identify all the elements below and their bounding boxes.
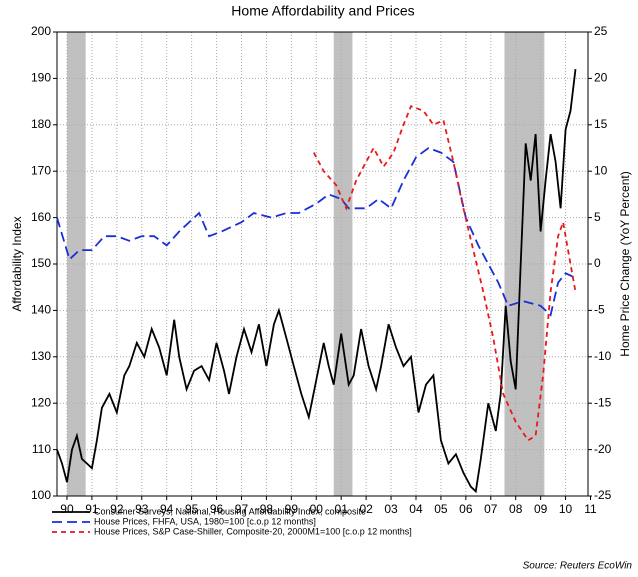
x-tick-label: 97 (235, 502, 249, 516)
x-tick-label: 95 (185, 502, 199, 516)
y-tick-label: 150 (31, 256, 51, 270)
plot-frame (56, 31, 589, 497)
y-tick-label: 170 (31, 163, 51, 177)
y2-tick-label: 0 (594, 256, 601, 270)
y2-tick-label: 20 (594, 71, 608, 85)
legend-label: Consumer Surveys, National, Housing Affo… (94, 506, 366, 516)
y-tick-label: 110 (32, 442, 51, 456)
x-tick-label: 99 (285, 502, 299, 516)
x-tick-label: 02 (359, 502, 373, 516)
x-tick-label: 94 (160, 502, 174, 516)
x-tick-label: 96 (210, 502, 224, 516)
y-tick-label: 130 (31, 349, 51, 363)
series-line (56, 146, 576, 317)
series-line (313, 105, 577, 442)
x-tick-label: 92 (110, 502, 124, 516)
y-tick-label: 140 (31, 303, 51, 317)
y-tick-label: 100 (31, 488, 51, 502)
y2-tick-label: 10 (594, 163, 608, 177)
y2-tick-label: -20 (594, 442, 612, 456)
y2-tick-label: -25 (594, 488, 612, 502)
y2-tick-label: -15 (594, 395, 612, 409)
y-axis-label: Affordability Index (10, 216, 24, 311)
x-tick-label: 98 (260, 502, 274, 516)
series-line (56, 68, 577, 494)
legend-label: House Prices, S&P Case-Shiller, Composit… (94, 526, 412, 536)
y-tick-label: 160 (31, 210, 51, 224)
source: Source: Reuters EcoWin (523, 561, 633, 572)
x-tick-label: 06 (459, 502, 473, 516)
y-tick-label: 180 (31, 117, 51, 131)
x-tick-label: 01 (335, 502, 349, 516)
legend-label: House Prices, FHFA, USA, 1980=100 [c.o.p… (94, 516, 316, 526)
recession-band (66, 32, 86, 496)
y2-tick-label: 5 (594, 210, 601, 224)
y2-tick-label: 25 (594, 24, 608, 38)
y2-axis-label: Home Price Change (YoY Percent) (618, 171, 632, 356)
chart-title: Home Affordability and Prices (231, 3, 414, 19)
y-tick-label: 190 (31, 71, 51, 85)
y2-tick-label: 15 (594, 117, 608, 131)
x-tick-label: 11 (584, 502, 597, 516)
y2-tick-label: -5 (594, 303, 605, 317)
x-tick-label: 90 (60, 502, 74, 516)
y2-tick-label: -10 (594, 349, 612, 363)
x-tick-label: 08 (509, 502, 523, 516)
x-tick-label: 10 (559, 502, 573, 516)
x-tick-label: 04 (409, 502, 423, 516)
y-tick-label: 200 (31, 24, 51, 38)
x-tick-label: 93 (135, 502, 149, 516)
x-tick-label: 03 (384, 502, 398, 516)
x-tick-label: 07 (484, 502, 498, 516)
x-tick-label: 09 (534, 502, 548, 516)
x-tick-label: 00 (310, 502, 324, 516)
y-tick-label: 120 (31, 395, 51, 409)
x-tick-label: 05 (434, 502, 448, 516)
